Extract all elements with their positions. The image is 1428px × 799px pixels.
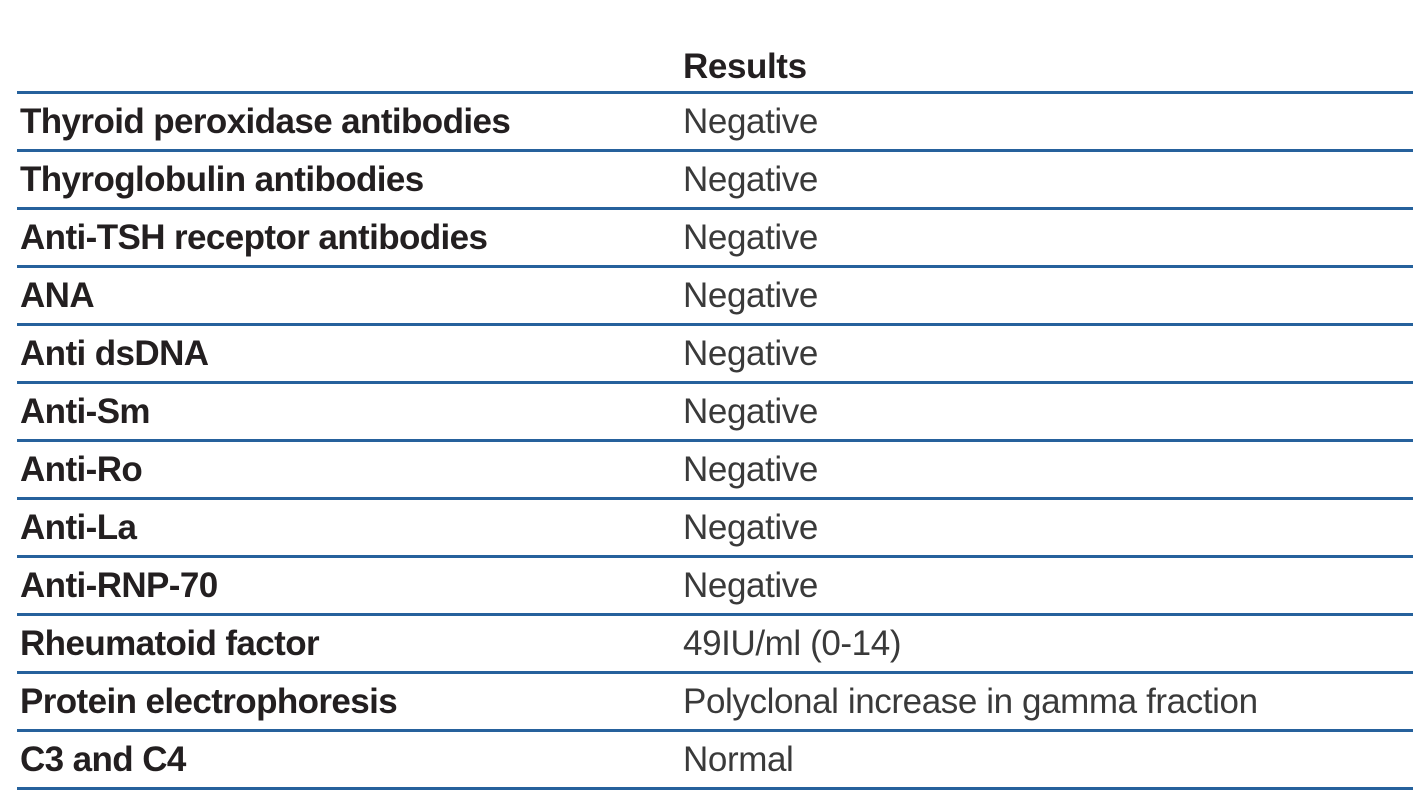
table-body: Thyroid peroxidase antibodies Negative Thy… [17, 94, 1413, 790]
test-name: Thyroglobulin antibodies [20, 160, 424, 199]
table-row: Thyroglobulin antibodies Negative [17, 152, 1413, 210]
test-name: C3 and C4 [20, 740, 186, 779]
test-name: Anti-Ro [20, 450, 143, 489]
test-name: Anti-RNP-70 [20, 566, 218, 605]
test-name: Anti-La [20, 508, 137, 547]
test-result: Negative [683, 334, 818, 373]
test-name: Rheumatoid factor [20, 624, 320, 663]
results-column-header: Results [683, 47, 807, 86]
table-row: C3 and C4 Normal [17, 732, 1413, 790]
test-result: Negative [683, 392, 818, 431]
test-result: Negative [683, 276, 818, 315]
table-row: Protein electrophoresis Polyclonal increa… [17, 674, 1413, 732]
test-result: Negative [683, 218, 818, 257]
table-row: Anti-TSH receptor antibodies Negative [17, 210, 1413, 268]
test-name: Protein electrophoresis [20, 682, 398, 721]
test-result: Negative [683, 102, 818, 141]
table-row: Rheumatoid factor 49IU/ml (0-14) [17, 616, 1413, 674]
test-name: Anti-Sm [20, 392, 151, 431]
test-result: Negative [683, 566, 818, 605]
table-header-row: Results [17, 0, 1413, 94]
test-name: Anti dsDNA [20, 334, 209, 373]
test-result: Negative [683, 160, 818, 199]
table-row: Anti-La Negative [17, 500, 1413, 558]
lab-results-table: Results Thyroid peroxidase antibodies Neg… [17, 0, 1413, 790]
table-row: Anti-Ro Negative [17, 442, 1413, 500]
table-row: Anti-RNP-70 Negative [17, 558, 1413, 616]
test-result: Negative [683, 508, 818, 547]
test-result: Polyclonal increase in gamma fraction [683, 682, 1258, 721]
table-row: Thyroid peroxidase antibodies Negative [17, 94, 1413, 152]
table-row: Anti dsDNA Negative [17, 326, 1413, 384]
test-result: Normal [683, 740, 794, 779]
table-row: Anti-Sm Negative [17, 384, 1413, 442]
test-result: Negative [683, 450, 818, 489]
test-name: Thyroid peroxidase antibodies [20, 102, 511, 141]
table-row: ANA Negative [17, 268, 1413, 326]
test-result: 49IU/ml (0-14) [683, 624, 902, 663]
test-name: Anti-TSH receptor antibodies [20, 218, 488, 257]
test-name: ANA [20, 276, 95, 315]
